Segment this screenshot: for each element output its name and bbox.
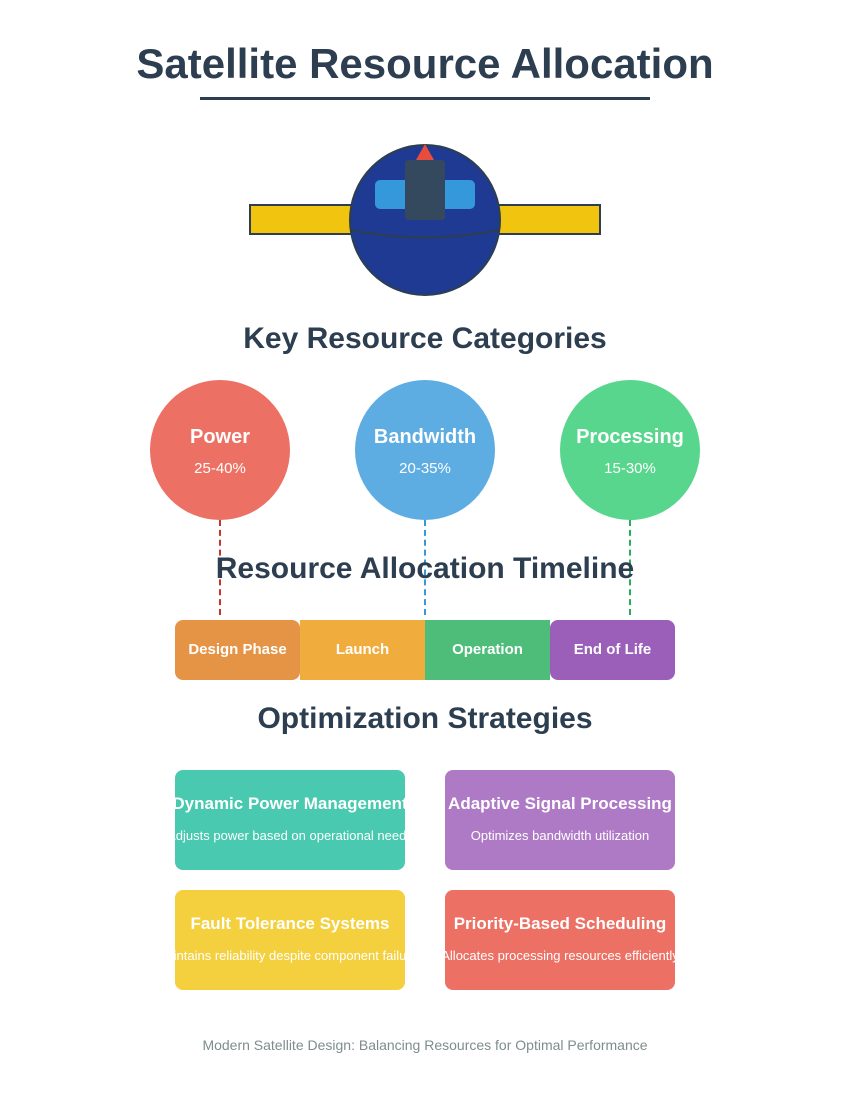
strategy-description: Allocates processing resources efficient… [445, 948, 675, 963]
category-range: 20-35% [399, 460, 451, 477]
section-title-categories: Key Resource Categories [243, 322, 607, 355]
page-title: Satellite Resource Allocation [136, 40, 714, 87]
timeline-phase-design: Design Phase [175, 620, 300, 680]
category-name: Power [189, 426, 251, 448]
strategy-description: Maintains reliability despite component … [175, 948, 405, 963]
satellite-orbit-line [350, 229, 500, 239]
satellite-beacon-icon [416, 144, 434, 160]
connector-processing [629, 520, 631, 615]
footer-caption: Modern Satellite Design: Balancing Resou… [202, 1037, 648, 1053]
section-title-strategies: Optimization Strategies [257, 702, 593, 735]
strategy-card-power-management: Dynamic Power Management Adjusts power b… [175, 770, 405, 870]
timeline-phase-operation: Operation [425, 620, 550, 680]
connector-power [219, 520, 221, 615]
category-range: 25-40% [194, 460, 246, 477]
strategy-title: Dynamic Power Management [175, 794, 405, 813]
strategy-title: Priority-Based Scheduling [453, 914, 667, 933]
solar-panel-right [489, 204, 601, 235]
category-processing: Processing 15-30% [560, 380, 700, 520]
category-name: Bandwidth [373, 426, 477, 448]
strategy-title: Fault Tolerance Systems [190, 914, 390, 933]
connector-bandwidth [424, 520, 426, 615]
category-bandwidth: Bandwidth 20-35% [355, 380, 495, 520]
category-name: Processing [576, 426, 684, 448]
timeline-phase-launch: Launch [300, 620, 425, 680]
strategy-description: Optimizes bandwidth utilization [470, 828, 650, 843]
strategy-card-fault-tolerance: Fault Tolerance Systems Maintains reliab… [175, 890, 405, 990]
timeline-phase-end-of-life: End of Life [550, 620, 675, 680]
strategy-card-signal-processing: Adaptive Signal Processing Optimizes ban… [445, 770, 675, 870]
strategy-title: Adaptive Signal Processing [448, 794, 672, 813]
strategy-description: Adjusts power based on operational needs [175, 828, 405, 843]
category-power: Power 25-40% [150, 380, 290, 520]
satellite-illustration [249, 144, 601, 296]
section-title-timeline: Resource Allocation Timeline [215, 552, 635, 585]
strategy-card-priority-scheduling: Priority-Based Scheduling Allocates proc… [445, 890, 675, 990]
category-range: 15-30% [604, 460, 656, 477]
satellite-core [405, 160, 445, 220]
solar-panel-left [249, 204, 361, 235]
title-underline [200, 97, 650, 100]
